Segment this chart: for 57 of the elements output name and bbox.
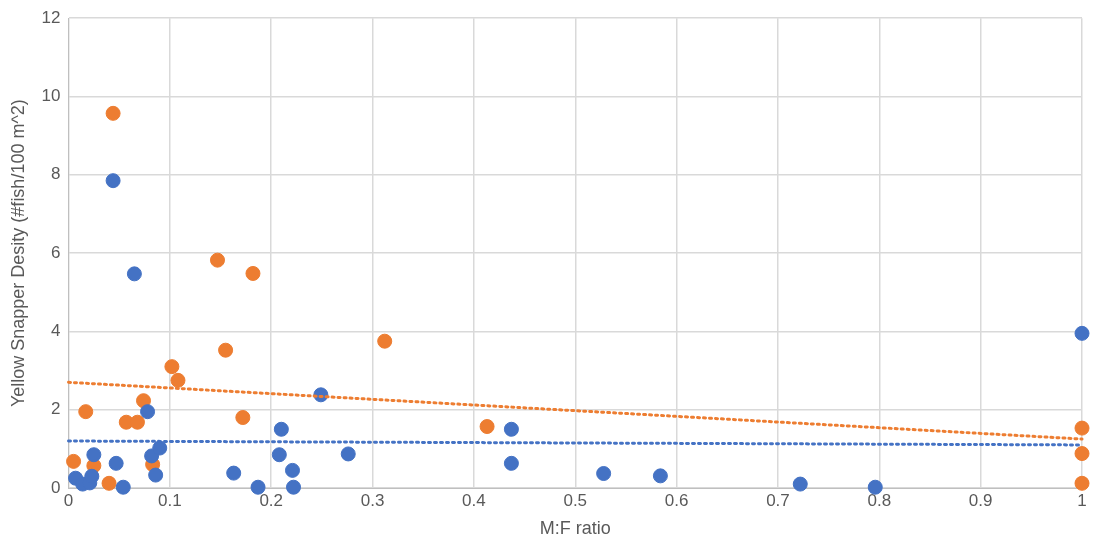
point (1074, 446, 1090, 462)
y-tick-label: 10 (41, 86, 61, 106)
point (126, 266, 142, 282)
x-tick-label: 0.2 (259, 490, 284, 510)
x-tick-label: 0.5 (563, 490, 588, 510)
point (148, 467, 164, 483)
x-tick-label: 0.3 (360, 490, 385, 510)
point (66, 453, 82, 469)
point (170, 372, 186, 388)
point (271, 447, 287, 463)
x-tick-label: 0.6 (664, 490, 689, 510)
point (1074, 325, 1090, 341)
y-tick-label: 4 (51, 321, 61, 341)
point (226, 465, 242, 481)
y-tick-label: 0 (51, 477, 61, 497)
point (503, 455, 519, 471)
point (479, 419, 495, 435)
point (377, 333, 393, 349)
x-tick-label: 1 (1077, 490, 1087, 510)
point (867, 479, 883, 495)
x-tick-label: 0.4 (462, 490, 486, 510)
point (503, 421, 519, 437)
y-tick-label: 8 (51, 164, 61, 184)
point (340, 446, 356, 462)
point (1074, 475, 1090, 491)
point (108, 455, 124, 471)
point (652, 468, 668, 484)
point (152, 440, 168, 456)
y-axis-title: Yellow Snapper Desity (#fish/100 m^2) (7, 99, 28, 408)
point (235, 410, 251, 426)
y-tick-label: 2 (51, 399, 61, 419)
point (792, 476, 808, 492)
point (129, 414, 145, 430)
point (286, 479, 301, 495)
point (105, 173, 121, 189)
point (115, 479, 131, 495)
point (164, 359, 180, 375)
point (86, 447, 102, 463)
point (101, 475, 117, 491)
point (284, 462, 300, 478)
point (273, 421, 289, 437)
point (596, 466, 612, 482)
point (140, 404, 156, 420)
point (250, 479, 266, 495)
x-tick-label: 0.1 (158, 490, 182, 510)
x-axis-title: M:F ratio (539, 518, 611, 539)
x-tick-label: 0.8 (867, 490, 892, 510)
y-tick-label: 6 (51, 242, 61, 262)
x-tick-label: 0.9 (968, 490, 993, 510)
point (245, 265, 261, 281)
point (78, 404, 94, 420)
y-tick-label: 12 (41, 7, 61, 27)
point (1074, 420, 1090, 436)
point (105, 105, 121, 121)
point (209, 252, 225, 268)
point (218, 342, 234, 358)
x-tick-label: 0.7 (766, 490, 790, 510)
